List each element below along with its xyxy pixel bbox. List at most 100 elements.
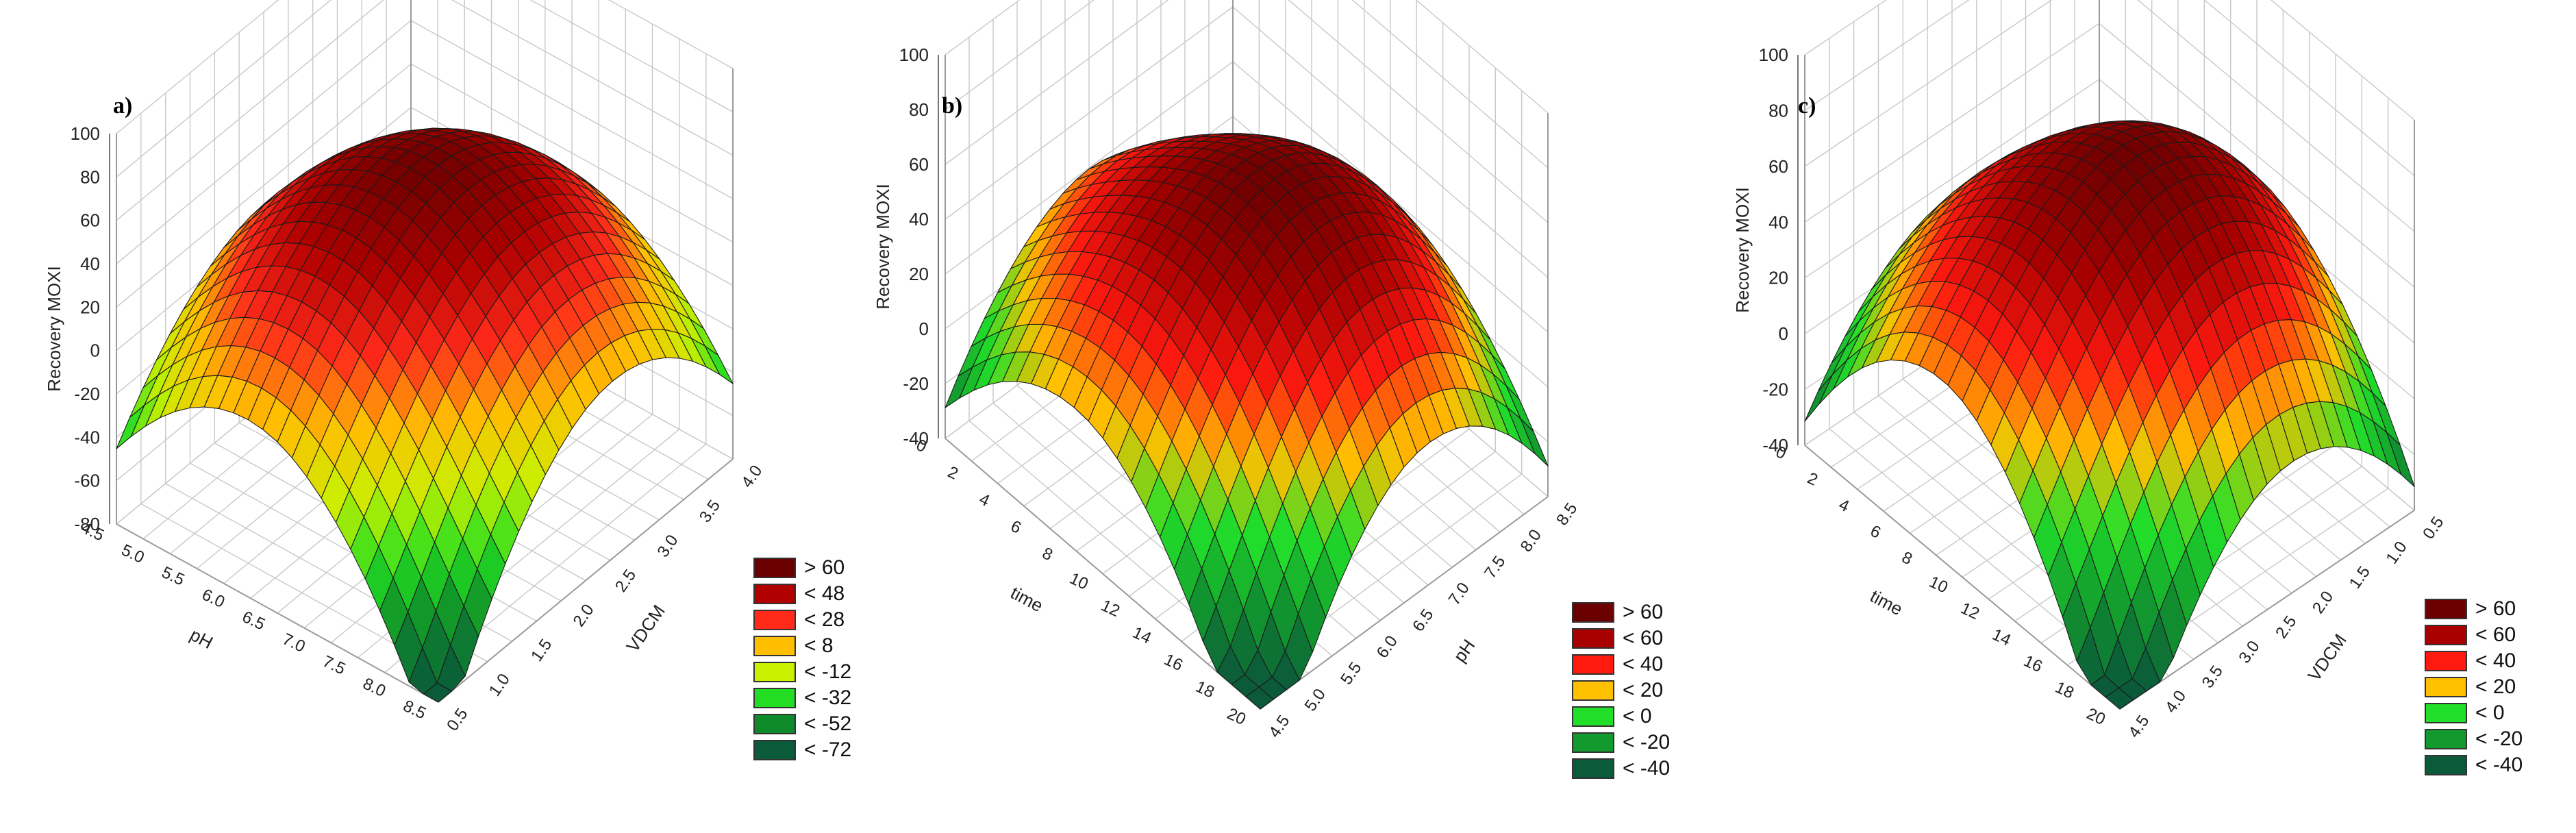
y-tick-label: 2.0 xyxy=(2309,588,2337,617)
legend-label: < 60 xyxy=(1623,627,1664,649)
y-tick-label: 6.0 xyxy=(1373,632,1401,662)
legend-label: < 48 xyxy=(804,582,845,605)
chart-panel-a: 100 80 60 40 20 0 -20 -40 -60 -80 Recovery MOXI 4.5… xyxy=(0,0,851,833)
legend-label: < -32 xyxy=(804,686,852,709)
legend-swatch xyxy=(1572,732,1614,753)
legend-entry: < -52 xyxy=(753,711,851,737)
z-tick-label: -60 xyxy=(74,471,100,491)
legend-entry: > 60 xyxy=(2425,596,2523,622)
z-tick-label: 40 xyxy=(1768,212,1788,232)
surface-cell xyxy=(2105,687,2134,710)
legend-entry: < 0 xyxy=(1572,704,1670,730)
legend-entry: < 28 xyxy=(753,607,851,633)
x-tick-label: 8.0 xyxy=(360,674,389,701)
panel-label: b) xyxy=(942,93,962,119)
z-tick-label: 0 xyxy=(1779,323,1788,344)
x-tick-label: 20 xyxy=(1224,704,1249,729)
surface-mesh xyxy=(945,133,1549,710)
x-tick-label: 5.5 xyxy=(159,563,188,590)
y-tick-label: 4.0 xyxy=(2162,687,2190,717)
y-tick-label: 3.0 xyxy=(653,532,681,561)
x-tick-label: 18 xyxy=(2052,678,2077,703)
z-tick-label: 60 xyxy=(1768,156,1788,177)
legend-entry: < -72 xyxy=(753,737,851,763)
x-tick-label: 12 xyxy=(1098,596,1123,621)
z-tick-label: 0 xyxy=(919,319,929,339)
z-tick-label: 80 xyxy=(80,166,100,187)
y-tick-label: 0.5 xyxy=(2419,513,2447,543)
legend-label: < -72 xyxy=(804,738,852,761)
legend-entry: < -32 xyxy=(753,685,851,711)
legend-swatch xyxy=(1572,706,1614,727)
x-tick-label: 8.5 xyxy=(400,697,429,723)
legend-entry: < 20 xyxy=(1572,677,1670,704)
y-tick-label: 2.5 xyxy=(612,566,640,595)
legend-entry: < -20 xyxy=(2425,726,2523,752)
z-axis-label: Recovery MOXI xyxy=(1732,187,1753,313)
panel-label: c) xyxy=(1798,93,1816,119)
z-tick-label: 20 xyxy=(909,264,929,284)
x-tick-label: 14 xyxy=(1989,625,2014,650)
x-tick-label: 7.5 xyxy=(320,652,349,679)
chart-panel-b: 100 80 60 40 20 0 -20 -40 Recovery MOXI 0 2 4 6 8 10 12… xyxy=(856,0,1709,833)
surface-cell xyxy=(1245,686,1274,710)
z-tick-label: 40 xyxy=(909,209,929,229)
legend-swatch xyxy=(753,610,796,630)
legend-label: < 0 xyxy=(2475,701,2505,724)
legend-label: < 0 xyxy=(1623,705,1652,728)
z-tick-label: 60 xyxy=(80,210,100,231)
y-tick-label: 3.5 xyxy=(2199,662,2227,692)
legend-swatch xyxy=(1572,758,1614,779)
surface-cell xyxy=(423,682,453,703)
y-tick-label: 2.5 xyxy=(2272,612,2300,642)
legend-entry: < 48 xyxy=(753,581,851,607)
legend-entry: < 20 xyxy=(2425,674,2523,700)
legend-swatch xyxy=(1572,680,1614,701)
legend-entry: < 60 xyxy=(2425,622,2523,648)
y-tick-label: 1.5 xyxy=(2346,563,2374,593)
y-tick-label: 6.5 xyxy=(1409,606,1437,635)
x-tick-label: 2 xyxy=(945,463,961,484)
legend-swatch xyxy=(2425,651,2467,671)
z-tick-label: 80 xyxy=(1768,100,1788,121)
legend-entry: < -40 xyxy=(1572,756,1670,782)
y-tick-label: 1.5 xyxy=(527,636,555,665)
legend-label: < -20 xyxy=(2475,728,2523,750)
x-tick-label: 16 xyxy=(2021,651,2045,676)
x-tick-label: 20 xyxy=(2084,704,2108,729)
z-axis-label: Recovery MOXI xyxy=(44,266,64,392)
z-tick-label: 100 xyxy=(899,45,929,65)
y-tick-label: 5.0 xyxy=(1301,686,1329,715)
z-tick-label: 20 xyxy=(1768,268,1788,288)
legend-entry: < 8 xyxy=(753,633,851,659)
color-legend: > 60 < 60 < 40 < 20 < 0 < -20 < -40 xyxy=(2425,596,2523,778)
legend-entry: < 0 xyxy=(2425,700,2523,726)
z-tick-label: -40 xyxy=(1762,435,1788,456)
legend-swatch xyxy=(2425,729,2467,749)
y-tick-label: 4.5 xyxy=(2125,712,2153,741)
y-tick-label: 8.0 xyxy=(1517,526,1545,556)
legend-entry: > 60 xyxy=(1572,599,1670,625)
z-axis: 100 80 60 40 20 0 -20 -40 -60 -80 Recovery MOXI xyxy=(44,123,110,534)
legend-swatch xyxy=(753,688,796,708)
chart-panel-c: 100 80 60 40 20 0 -20 -40 Recovery MOXI 0 2 4 6 8 10 12… xyxy=(1716,0,2576,833)
legend-swatch xyxy=(2425,599,2467,619)
box-edges xyxy=(116,0,734,703)
legend-label: < 20 xyxy=(2475,675,2516,698)
x-axis-label: pH xyxy=(187,624,216,653)
legend-entry: < -40 xyxy=(2425,752,2523,778)
legend-label: < 40 xyxy=(2475,649,2516,672)
y-axis-label: VDCM xyxy=(2303,630,2350,685)
legend-swatch xyxy=(753,714,796,734)
legend-swatch xyxy=(1572,602,1614,623)
z-tick-label: -80 xyxy=(74,514,100,534)
z-tick-label: 100 xyxy=(1759,45,1788,65)
legend-swatch xyxy=(753,584,796,604)
x-axis-label: time xyxy=(1866,586,1905,620)
legend-swatch xyxy=(753,662,796,682)
y-tick-label: 1.0 xyxy=(486,671,514,700)
y-tick-label: 1.0 xyxy=(2382,538,2410,568)
legend-label: > 60 xyxy=(804,556,845,579)
y-tick-label: 7.5 xyxy=(1481,553,1509,582)
y-tick-label: 4.5 xyxy=(1265,712,1293,741)
